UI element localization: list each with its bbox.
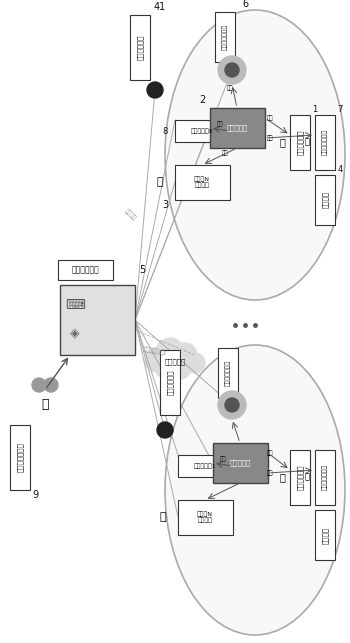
Text: 安全智能摄像头: 安全智能摄像头 bbox=[222, 24, 228, 50]
Text: 8: 8 bbox=[162, 127, 168, 136]
Text: 检测员N
电子围栏: 检测员N 电子围栏 bbox=[197, 511, 213, 523]
FancyBboxPatch shape bbox=[178, 500, 233, 535]
Ellipse shape bbox=[165, 10, 345, 300]
Text: 接触: 接触 bbox=[267, 450, 273, 456]
FancyBboxPatch shape bbox=[215, 12, 235, 62]
Text: 4: 4 bbox=[337, 165, 343, 174]
FancyBboxPatch shape bbox=[10, 425, 30, 490]
Text: 命令和数据(行): 命令和数据(行) bbox=[143, 347, 167, 356]
FancyBboxPatch shape bbox=[315, 115, 335, 170]
FancyBboxPatch shape bbox=[210, 108, 265, 148]
Text: 安全智能摄像头: 安全智能摄像头 bbox=[225, 360, 231, 386]
Text: 其他物联网仪器: 其他物联网仪器 bbox=[322, 129, 328, 155]
Text: 9: 9 bbox=[32, 490, 38, 500]
Text: ⌨: ⌨ bbox=[65, 298, 85, 312]
FancyBboxPatch shape bbox=[315, 175, 335, 225]
Text: 智能路线盒: 智能路线盒 bbox=[229, 460, 251, 466]
Circle shape bbox=[218, 56, 246, 84]
Text: 接触: 接触 bbox=[267, 136, 273, 141]
Text: 41: 41 bbox=[154, 2, 166, 12]
FancyBboxPatch shape bbox=[130, 15, 150, 80]
Circle shape bbox=[44, 378, 58, 392]
Circle shape bbox=[218, 391, 246, 419]
Text: 现场检测终端: 现场检测终端 bbox=[297, 464, 303, 490]
Text: 智能路线盒: 智能路线盒 bbox=[226, 125, 248, 131]
Text: 🎧: 🎧 bbox=[279, 137, 285, 147]
Text: 检测互感器8: 检测互感器8 bbox=[191, 128, 213, 134]
Text: 接触: 接触 bbox=[267, 471, 273, 476]
FancyBboxPatch shape bbox=[290, 115, 310, 170]
Circle shape bbox=[169, 357, 191, 379]
FancyBboxPatch shape bbox=[213, 443, 268, 483]
Text: 其他物联网仪器: 其他物联网仪器 bbox=[322, 464, 328, 490]
Circle shape bbox=[147, 82, 163, 98]
Text: 检测互感器1: 检测互感器1 bbox=[194, 463, 216, 469]
Text: 电子围栏: 电子围栏 bbox=[322, 192, 328, 208]
Text: 6: 6 bbox=[242, 0, 248, 9]
Text: ◈: ◈ bbox=[70, 327, 80, 340]
Circle shape bbox=[225, 398, 239, 412]
Text: 接触: 接触 bbox=[220, 457, 226, 462]
Text: 📡: 📡 bbox=[304, 473, 309, 482]
Circle shape bbox=[145, 348, 169, 372]
Circle shape bbox=[155, 358, 175, 378]
FancyBboxPatch shape bbox=[178, 455, 233, 477]
FancyBboxPatch shape bbox=[160, 350, 180, 415]
Text: 🎧: 🎧 bbox=[279, 472, 285, 482]
FancyBboxPatch shape bbox=[218, 348, 238, 398]
Text: 5: 5 bbox=[139, 265, 145, 275]
Text: 1: 1 bbox=[312, 105, 318, 114]
Circle shape bbox=[225, 63, 239, 77]
FancyBboxPatch shape bbox=[60, 285, 135, 355]
FancyBboxPatch shape bbox=[315, 450, 335, 505]
FancyBboxPatch shape bbox=[58, 260, 113, 280]
Text: 👥: 👥 bbox=[41, 399, 49, 412]
FancyBboxPatch shape bbox=[290, 450, 310, 505]
Text: 🔧: 🔧 bbox=[160, 512, 166, 522]
Text: 无线电子门禁: 无线电子门禁 bbox=[167, 369, 173, 395]
FancyBboxPatch shape bbox=[175, 165, 230, 200]
Text: 2: 2 bbox=[199, 95, 205, 105]
Text: 无线物联网: 无线物联网 bbox=[164, 359, 186, 365]
Text: 安全令牌: 安全令牌 bbox=[124, 208, 136, 221]
Text: 超级安全巡视员: 超级安全巡视员 bbox=[17, 442, 23, 472]
Text: 电子围栏: 电子围栏 bbox=[322, 527, 328, 543]
Text: 📡: 📡 bbox=[304, 138, 309, 147]
Text: 3: 3 bbox=[162, 200, 168, 210]
Text: 无线电子门禁: 无线电子门禁 bbox=[137, 34, 143, 60]
Text: 检测员N
电子围栏: 检测员N 电子围栏 bbox=[194, 176, 210, 188]
Text: 现场控制中枢: 现场控制中枢 bbox=[71, 266, 99, 275]
Circle shape bbox=[157, 422, 173, 438]
Circle shape bbox=[173, 343, 197, 367]
Ellipse shape bbox=[165, 345, 345, 635]
Text: 接触: 接触 bbox=[217, 122, 223, 127]
Text: 🔧: 🔧 bbox=[157, 177, 163, 187]
Circle shape bbox=[185, 353, 205, 373]
Text: 接触: 接触 bbox=[267, 115, 273, 121]
FancyBboxPatch shape bbox=[175, 120, 230, 142]
Text: 7: 7 bbox=[337, 105, 343, 114]
Text: 接触: 接触 bbox=[222, 150, 228, 156]
Text: 现场检测终端: 现场检测终端 bbox=[297, 129, 303, 155]
FancyBboxPatch shape bbox=[315, 510, 335, 560]
Circle shape bbox=[156, 338, 184, 366]
Text: 接触: 接触 bbox=[227, 86, 233, 91]
Circle shape bbox=[32, 378, 46, 392]
